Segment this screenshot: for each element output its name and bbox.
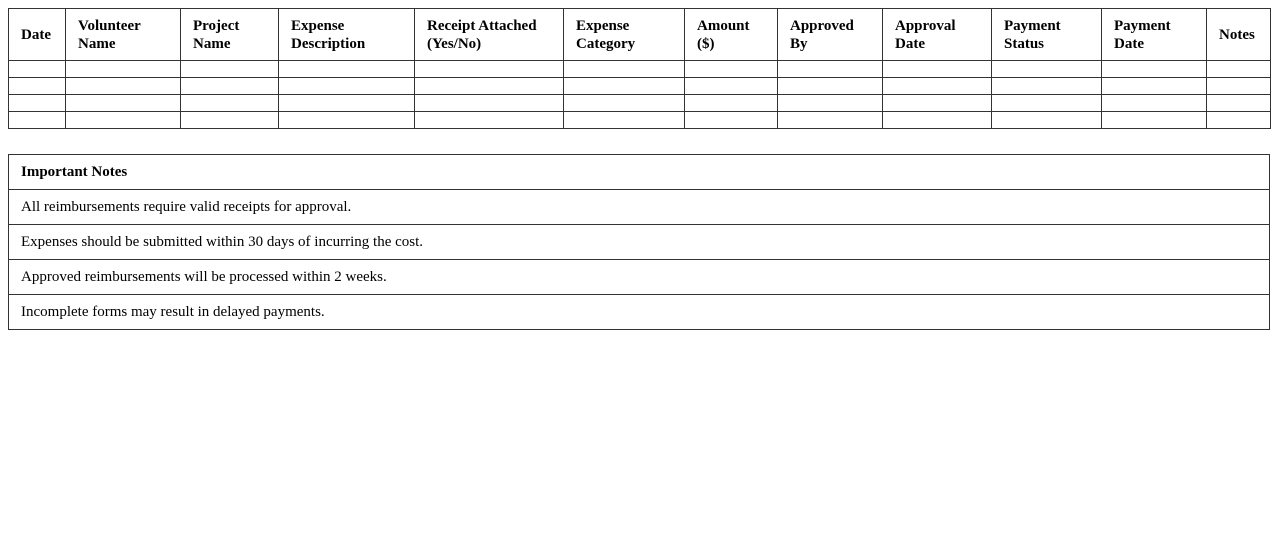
column-header: Expense Description (278, 8, 415, 61)
column-header: Notes (1206, 8, 1271, 61)
column-header: Payment Status (991, 8, 1102, 61)
table-cell[interactable] (65, 94, 181, 112)
table-cell[interactable] (278, 77, 415, 95)
table-cell[interactable] (777, 111, 883, 129)
table-cell[interactable] (1206, 77, 1271, 95)
column-header: Amount ($) (684, 8, 778, 61)
table-cell[interactable] (1206, 60, 1271, 78)
note-item: All reimbursements require valid receipt… (8, 189, 1270, 225)
column-header: Payment Date (1101, 8, 1207, 61)
note-item: Incomplete forms may result in delayed p… (8, 294, 1270, 330)
table-row (8, 111, 1271, 129)
table-cell[interactable] (563, 77, 685, 95)
table-cell[interactable] (1101, 77, 1207, 95)
column-header: Receipt Attached (Yes/No) (414, 8, 564, 61)
column-header: Expense Category (563, 8, 685, 61)
table-cell[interactable] (65, 60, 181, 78)
table-cell[interactable] (65, 77, 181, 95)
column-header: Approved By (777, 8, 883, 61)
table-cell[interactable] (180, 111, 279, 129)
table-cell[interactable] (991, 111, 1102, 129)
column-header: Date (8, 8, 66, 61)
table-cell[interactable] (8, 111, 66, 129)
table-cell[interactable] (684, 77, 778, 95)
table-cell[interactable] (882, 111, 992, 129)
note-item: Expenses should be submitted within 30 d… (8, 224, 1270, 260)
table-row (8, 77, 1271, 95)
table-cell[interactable] (882, 94, 992, 112)
table-row (8, 94, 1271, 112)
table-cell[interactable] (8, 94, 66, 112)
table-cell[interactable] (180, 94, 279, 112)
note-item: Approved reimbursements will be processe… (8, 259, 1270, 295)
table-row (8, 60, 1271, 78)
table-cell[interactable] (8, 60, 66, 78)
table-cell[interactable] (65, 111, 181, 129)
notes-title: Important Notes (8, 154, 1270, 190)
table-cell[interactable] (1206, 94, 1271, 112)
table-cell[interactable] (180, 77, 279, 95)
table-cell[interactable] (1101, 60, 1207, 78)
table-cell[interactable] (278, 111, 415, 129)
expense-table: Date Volunteer Name Project Name Expense De… (8, 8, 1271, 129)
table-cell[interactable] (1101, 94, 1207, 112)
table-cell[interactable] (563, 60, 685, 78)
table-cell[interactable] (1101, 111, 1207, 129)
table-cell[interactable] (278, 60, 415, 78)
important-notes-table: Important Notes All reimbursements requi… (8, 154, 1270, 330)
column-header: Project Name (180, 8, 279, 61)
table-cell[interactable] (777, 94, 883, 112)
column-header: Approval Date (882, 8, 992, 61)
table-cell[interactable] (882, 77, 992, 95)
table-cell[interactable] (991, 77, 1102, 95)
table-cell[interactable] (684, 60, 778, 78)
column-header: Volunteer Name (65, 8, 181, 61)
table-cell[interactable] (991, 94, 1102, 112)
table-cell[interactable] (991, 60, 1102, 78)
table-cell[interactable] (414, 94, 564, 112)
table-cell[interactable] (278, 94, 415, 112)
table-cell[interactable] (882, 60, 992, 78)
table-cell[interactable] (414, 60, 564, 78)
table-cell[interactable] (8, 77, 66, 95)
table-cell[interactable] (777, 60, 883, 78)
table-cell[interactable] (563, 111, 685, 129)
table-cell[interactable] (684, 111, 778, 129)
table-cell[interactable] (180, 60, 279, 78)
table-cell[interactable] (414, 111, 564, 129)
table-cell[interactable] (1206, 111, 1271, 129)
table-cell[interactable] (563, 94, 685, 112)
table-cell[interactable] (777, 77, 883, 95)
table-cell[interactable] (684, 94, 778, 112)
table-cell[interactable] (414, 77, 564, 95)
header-row: Date Volunteer Name Project Name Expense De… (8, 8, 1271, 61)
